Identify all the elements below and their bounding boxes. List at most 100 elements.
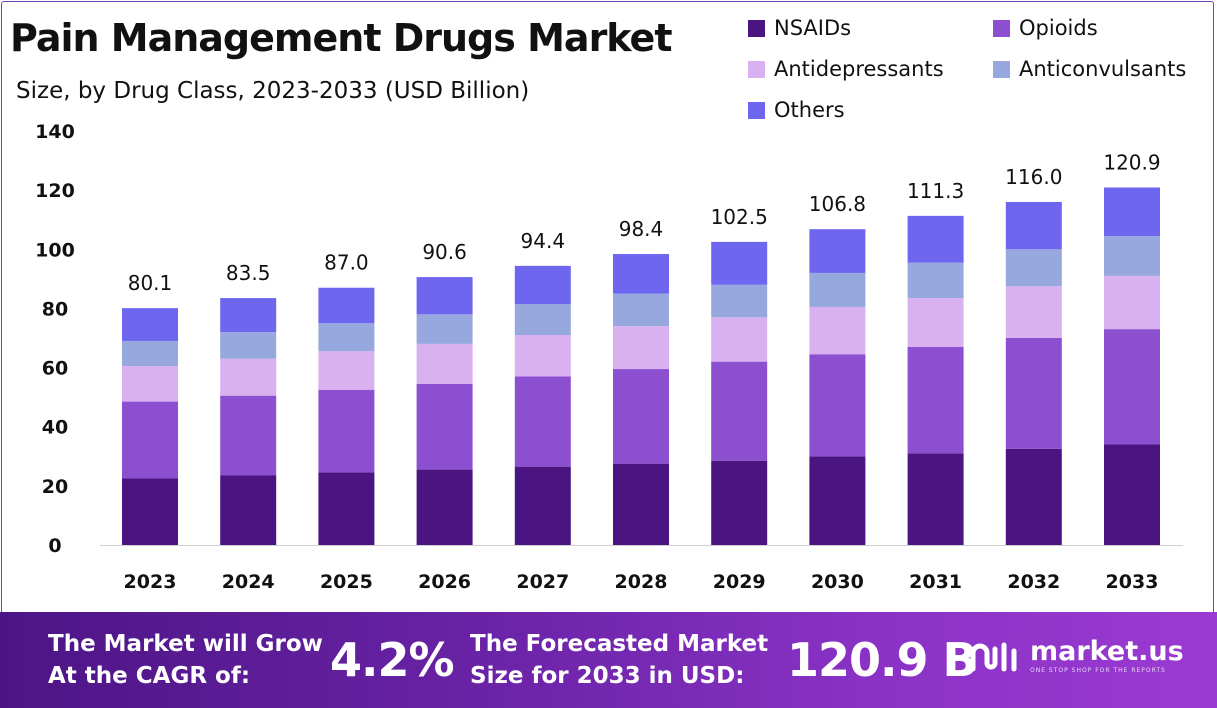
bar-opioids-2029	[711, 361, 768, 461]
y-tick-label-20: 20	[42, 476, 68, 498]
forecast-label-line2: Size for 2033 in USD:	[470, 663, 745, 689]
bar-nsaids-2026	[416, 469, 473, 545]
bar-nsaids-2024	[220, 475, 277, 545]
bar-anticonvulsants-2032	[1005, 249, 1062, 287]
bar-anticonvulsants-2031	[907, 262, 964, 299]
brand-logo: market.us ONE STOP SHOP FOR THE REPORTS	[968, 638, 1184, 674]
legend-item-anticonvulsants: Anticonvulsants	[993, 57, 1186, 81]
legend-item-opioids: Opioids	[993, 16, 1098, 40]
legend-swatch-others	[748, 101, 765, 119]
bar-anticonvulsants-2024	[220, 332, 277, 359]
legend-item-nsaids: NSAIDs	[748, 16, 851, 40]
y-tick-label-100: 100	[35, 239, 75, 261]
bar-anticonvulsants-2025	[318, 323, 375, 352]
bar-others-2026	[416, 277, 473, 315]
bar-nsaids-2031	[907, 453, 964, 545]
legend-item-others: Others	[748, 98, 845, 122]
bar-antidepressants-2032	[1005, 286, 1062, 338]
legend-swatch-nsaids	[748, 19, 765, 37]
x-tick-label-2027: 2027	[516, 571, 569, 593]
bar-opioids-2032	[1005, 338, 1062, 449]
cagr-label-line1: The Market will Grow	[48, 631, 323, 657]
x-tick-label-2033: 2033	[1106, 571, 1159, 593]
legend-label-antidepressants: Antidepressants	[774, 57, 944, 81]
x-tick-label-2024: 2024	[222, 571, 275, 593]
bar-others-2024	[220, 298, 277, 333]
stacked-bar-chart: 0 20 40 60 80 100 120 140 80.1 2023 83.5 2024 87.0 20…	[35, 121, 1183, 593]
total-label-2029: 102.5	[711, 205, 768, 229]
bar-nsaids-2033	[1104, 444, 1160, 545]
bar-others-2027	[514, 265, 571, 304]
legend-item-antidepressants: Antidepressants	[748, 57, 944, 81]
x-tick-label-2030: 2030	[811, 571, 864, 593]
footer-banner: The Market will Grow At the CAGR of: 4.2…	[0, 612, 1217, 708]
bar-antidepressants-2029	[711, 317, 768, 362]
bar-anticonvulsants-2027	[514, 303, 571, 336]
bar-nsaids-2027	[514, 466, 571, 545]
bar-anticonvulsants-2033	[1104, 235, 1160, 276]
bar-opioids-2033	[1104, 329, 1160, 445]
bar-opioids-2028	[613, 369, 669, 464]
bar-others-2033	[1104, 187, 1160, 236]
legend-swatch-antidepressants	[748, 60, 765, 78]
y-tick-label-80: 80	[42, 298, 68, 320]
bar-others-2031	[907, 215, 964, 263]
bar-opioids-2026	[416, 383, 473, 470]
x-tick-label-2029: 2029	[713, 571, 766, 593]
x-tick-label-2028: 2028	[615, 571, 668, 593]
bar-nsaids-2032	[1005, 448, 1062, 545]
bar-others-2025	[318, 287, 375, 324]
total-label-2030: 106.8	[809, 192, 866, 216]
x-tick-label-2031: 2031	[909, 571, 962, 593]
total-label-2027: 94.4	[521, 229, 566, 253]
x-tick-label-2026: 2026	[418, 571, 471, 593]
total-label-2023: 80.1	[128, 271, 173, 295]
bar-others-2028	[613, 254, 669, 294]
bar-nsaids-2029	[711, 460, 768, 545]
x-tick-label-2023: 2023	[124, 571, 177, 593]
legend-label-others: Others	[774, 98, 845, 122]
bar-others-2032	[1005, 201, 1062, 250]
bar-nsaids-2028	[613, 463, 669, 545]
cagr-label-line2: At the CAGR of:	[48, 663, 251, 689]
bar-opioids-2031	[907, 346, 964, 454]
total-label-2028: 98.4	[619, 217, 664, 241]
bar-opioids-2025	[318, 389, 375, 473]
y-tick-label-140: 140	[35, 121, 75, 143]
bar-antidepressants-2026	[416, 343, 473, 384]
bar-antidepressants-2024	[220, 358, 277, 396]
total-label-2026: 90.6	[422, 240, 467, 264]
legend-label-anticonvulsants: Anticonvulsants	[1019, 57, 1187, 81]
bar-anticonvulsants-2029	[711, 284, 768, 318]
forecast-label-line1: The Forecasted Market	[470, 631, 769, 657]
total-label-2024: 83.5	[226, 261, 271, 285]
bar-anticonvulsants-2026	[416, 314, 473, 344]
bar-nsaids-2023	[122, 478, 178, 545]
total-label-2032: 116.0	[1005, 165, 1062, 189]
forecast-value: 120.9 B	[787, 633, 978, 687]
bar-opioids-2027	[514, 376, 571, 467]
bar-antidepressants-2025	[318, 351, 375, 390]
legend-label-nsaids: NSAIDs	[774, 16, 852, 40]
cagr-value: 4.2%	[330, 633, 455, 687]
bar-opioids-2024	[220, 395, 277, 476]
chart-title: Pain Management Drugs Market	[10, 16, 672, 60]
brand-tagline: ONE STOP SHOP FOR THE REPORTS	[1030, 667, 1166, 674]
bar-antidepressants-2028	[613, 326, 669, 370]
bar-nsaids-2025	[318, 472, 375, 545]
bar-nsaids-2030	[809, 456, 866, 545]
legend-label-opioids: Opioids	[1019, 16, 1098, 40]
bar-antidepressants-2023	[122, 366, 178, 402]
bar-anticonvulsants-2030	[809, 272, 866, 307]
y-tick-label-0: 0	[48, 535, 61, 557]
chart-subtitle: Size, by Drug Class, 2023-2033 (USD Bill…	[16, 78, 530, 104]
total-label-2031: 111.3	[907, 179, 964, 203]
total-label-2025: 87.0	[324, 251, 369, 275]
x-tick-label-2025: 2025	[320, 571, 373, 593]
bar-anticonvulsants-2023	[122, 340, 178, 367]
brand-name: market.us	[1030, 636, 1184, 667]
bar-antidepressants-2027	[514, 335, 571, 377]
bar-others-2023	[122, 308, 178, 341]
x-tick-label-2032: 2032	[1007, 571, 1060, 593]
bar-antidepressants-2030	[809, 306, 866, 355]
